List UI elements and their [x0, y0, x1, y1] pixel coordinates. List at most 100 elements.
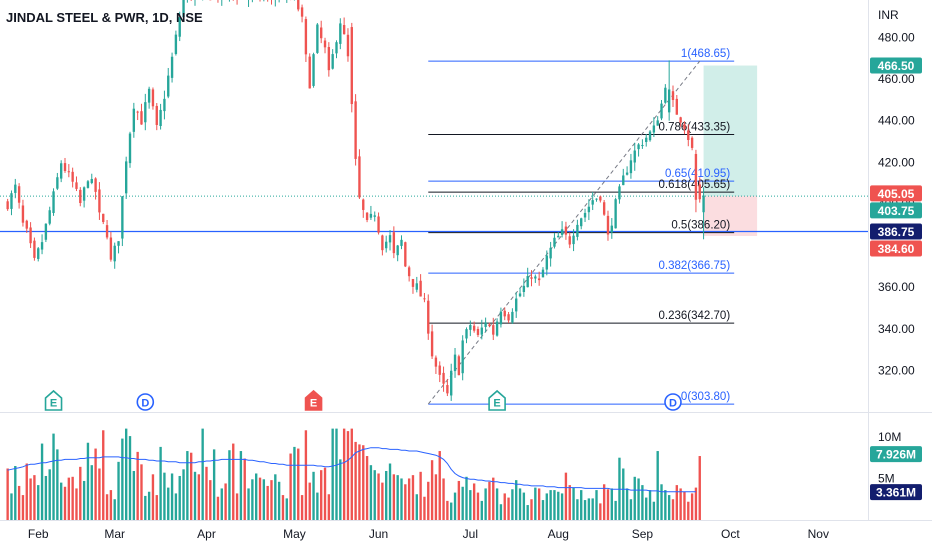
volume-bar[interactable]	[660, 484, 662, 520]
volume-bar[interactable]	[278, 482, 280, 520]
volume-bar[interactable]	[622, 468, 624, 520]
volume-bar[interactable]	[569, 485, 571, 520]
volume-bar[interactable]	[18, 486, 20, 520]
volume-bar[interactable]	[60, 483, 62, 520]
volume-bar[interactable]	[324, 468, 326, 520]
volume-bar[interactable]	[98, 468, 100, 520]
volume-bar[interactable]	[630, 499, 632, 520]
volume-bar[interactable]	[412, 475, 414, 520]
volume-bar[interactable]	[695, 488, 697, 520]
volume-bar[interactable]	[469, 490, 471, 520]
volume-bar[interactable]	[362, 445, 364, 520]
volume-bar[interactable]	[385, 471, 387, 520]
volume-bar[interactable]	[534, 488, 536, 520]
volume-bar[interactable]	[595, 490, 597, 520]
volume-bar[interactable]	[179, 476, 181, 520]
volume-bar[interactable]	[496, 488, 498, 520]
volume-bar[interactable]	[515, 480, 517, 520]
volume-bar[interactable]	[10, 493, 12, 520]
candle[interactable]	[351, 23, 353, 112]
volume-bar[interactable]	[22, 495, 24, 520]
volume-bar[interactable]	[492, 478, 494, 520]
dividend-marker-icon[interactable]: D	[137, 394, 153, 410]
volume-bar[interactable]	[270, 480, 272, 520]
volume-bar[interactable]	[125, 429, 127, 520]
volume-bar[interactable]	[546, 493, 548, 520]
volume-bar[interactable]	[129, 436, 131, 520]
volume-bar[interactable]	[309, 483, 311, 520]
candle[interactable]	[358, 149, 360, 199]
volume-bar[interactable]	[572, 488, 574, 520]
volume-bar[interactable]	[500, 504, 502, 520]
candle[interactable]	[603, 200, 605, 216]
volume-bar[interactable]	[29, 478, 31, 520]
volume-bar[interactable]	[339, 459, 341, 520]
volume-bar[interactable]	[419, 472, 421, 520]
volume-bar[interactable]	[427, 482, 429, 520]
volume-bar[interactable]	[400, 478, 402, 520]
volume-bar[interactable]	[240, 451, 242, 520]
volume-bar[interactable]	[228, 450, 230, 520]
volume-bar[interactable]	[366, 456, 368, 520]
candle[interactable]	[458, 355, 460, 376]
volume-bar[interactable]	[396, 475, 398, 520]
volume-bar[interactable]	[484, 488, 486, 520]
volume-bar[interactable]	[477, 493, 479, 520]
volume-bar[interactable]	[599, 503, 601, 520]
volume-bar[interactable]	[305, 430, 307, 520]
volume-bar[interactable]	[614, 501, 616, 520]
volume-bar[interactable]	[251, 479, 253, 520]
volume-bar[interactable]	[114, 499, 116, 520]
volume-bar[interactable]	[370, 465, 372, 520]
volume-bar[interactable]	[140, 464, 142, 520]
volume-bar[interactable]	[435, 474, 437, 520]
volume-bar[interactable]	[687, 502, 689, 520]
volume-bar[interactable]	[565, 473, 567, 520]
volume-bar[interactable]	[91, 465, 93, 520]
volume-bar[interactable]	[79, 467, 81, 520]
volume-bar[interactable]	[68, 478, 70, 520]
volume-bar[interactable]	[201, 429, 203, 520]
volume-bar[interactable]	[49, 469, 51, 520]
volume-bar[interactable]	[259, 478, 261, 520]
volume-bar[interactable]	[668, 495, 670, 520]
volume-bar[interactable]	[481, 501, 483, 520]
volume-bar[interactable]	[653, 502, 655, 520]
volume-bar[interactable]	[454, 493, 456, 520]
volume-bar[interactable]	[423, 497, 425, 520]
volume-bar[interactable]	[301, 495, 303, 520]
volume-bar[interactable]	[263, 479, 265, 520]
volume-bar[interactable]	[374, 470, 376, 520]
volume-bar[interactable]	[504, 493, 506, 520]
volume-bar[interactable]	[293, 447, 295, 520]
volume-bar[interactable]	[465, 477, 467, 520]
volume-bar[interactable]	[519, 488, 521, 520]
volume-bar[interactable]	[626, 488, 628, 520]
volume-bar[interactable]	[657, 451, 659, 520]
volume-bar[interactable]	[592, 498, 594, 520]
volume-bar[interactable]	[699, 456, 701, 520]
volume-bar[interactable]	[133, 471, 135, 520]
volume-bar[interactable]	[163, 473, 165, 520]
volume-bar[interactable]	[102, 430, 104, 520]
volume-bar[interactable]	[312, 472, 314, 520]
volume-bar[interactable]	[121, 439, 123, 520]
candle[interactable]	[649, 130, 651, 142]
volume-bar[interactable]	[637, 478, 639, 520]
volume-bar[interactable]	[335, 429, 337, 520]
volume-bar[interactable]	[416, 494, 418, 520]
volume-bar[interactable]	[247, 488, 249, 520]
volume-bar[interactable]	[282, 495, 284, 520]
volume-bar[interactable]	[106, 494, 108, 520]
volume-bar[interactable]	[117, 462, 119, 520]
volume-bar[interactable]	[331, 429, 333, 520]
volume-bar[interactable]	[507, 498, 509, 520]
candle[interactable]	[45, 223, 47, 242]
volume-bar[interactable]	[683, 492, 685, 520]
volume-bar[interactable]	[328, 494, 330, 520]
volume-bar[interactable]	[75, 488, 77, 520]
volume-bar[interactable]	[381, 483, 383, 520]
volume-bar[interactable]	[676, 485, 678, 520]
volume-bar[interactable]	[458, 481, 460, 520]
volume-bar[interactable]	[343, 429, 345, 520]
